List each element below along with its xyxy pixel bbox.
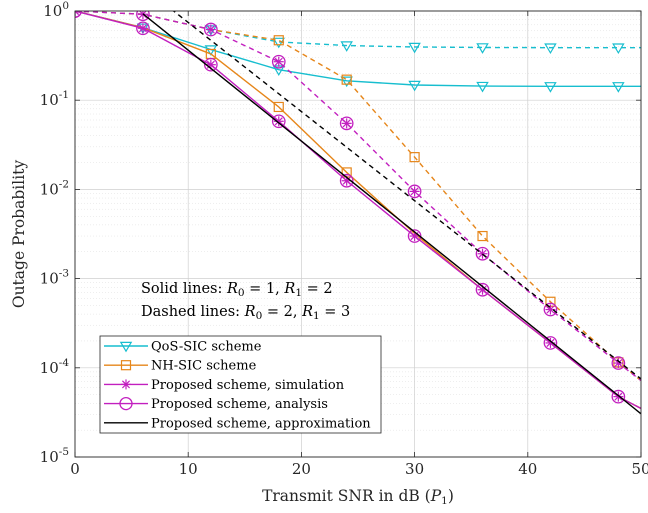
triangle-marker bbox=[340, 41, 353, 52]
circle-marker bbox=[339, 173, 354, 188]
triangle-marker bbox=[612, 82, 625, 93]
series-line bbox=[142, 13, 641, 415]
star-marker-stroke bbox=[478, 285, 487, 294]
triangle-marker bbox=[476, 43, 489, 54]
legend-entry: NH-SIC scheme bbox=[104, 359, 257, 374]
series-line bbox=[75, 11, 641, 382]
ticks: 0 10 20 30 40 50 10-5 10-4 10-3 10-2 10-1 100 bbox=[40, 0, 648, 478]
star-marker-stroke bbox=[121, 380, 131, 389]
star-marker-stroke bbox=[478, 249, 487, 258]
star-marker-stroke bbox=[138, 24, 147, 33]
circle-marker bbox=[543, 336, 558, 350]
y-tick-label: 10-4 bbox=[40, 357, 70, 377]
circle-marker bbox=[339, 116, 354, 131]
triangle-marker bbox=[272, 37, 286, 49]
y-tick-label: 10-2 bbox=[40, 178, 69, 198]
series-line bbox=[75, 11, 641, 410]
annotation-solid: Solid lines: R0 = 1, R1 = 2 bbox=[141, 281, 333, 299]
star-marker-stroke bbox=[614, 392, 623, 401]
series-proposed-scheme-analysis-dashed bbox=[75, 11, 641, 382]
legend-label: Proposed scheme, analysis bbox=[151, 397, 328, 412]
svg-text:Solid lines: R0 = 1, R1 = 2: Solid lines: R0 = 1, R1 = 2 bbox=[141, 281, 333, 299]
square-marker bbox=[120, 360, 132, 371]
circle-marker bbox=[119, 396, 133, 411]
series-proposed-scheme-approximation-solid bbox=[142, 13, 641, 415]
series-line bbox=[172, 11, 641, 380]
star-marker-stroke bbox=[342, 176, 351, 185]
series-proposed-scheme-simulation-solid bbox=[75, 11, 641, 410]
y-axis-label: Outage Probability bbox=[10, 160, 28, 309]
square-marker bbox=[409, 152, 420, 163]
plot-frame bbox=[74, 10, 642, 458]
y-tick-label: 10-5 bbox=[40, 446, 69, 466]
triangle-marker bbox=[408, 42, 421, 54]
square-marker bbox=[273, 101, 284, 113]
star-marker-stroke bbox=[614, 359, 623, 368]
triangle-marker bbox=[119, 341, 133, 353]
circle-marker bbox=[136, 21, 150, 36]
x-tick-label: 0 bbox=[70, 460, 80, 478]
circle-marker bbox=[407, 184, 422, 199]
triangle-marker bbox=[544, 82, 557, 93]
star-marker-stroke bbox=[410, 187, 419, 196]
triangle-marker bbox=[544, 43, 557, 55]
circle-marker bbox=[475, 282, 490, 297]
y-tick-label: 10-1 bbox=[40, 89, 69, 109]
circle-marker bbox=[611, 389, 626, 404]
circle-marker bbox=[271, 54, 286, 69]
star-marker-stroke bbox=[546, 338, 555, 347]
legend-entry: QoS-SIC scheme bbox=[104, 340, 262, 355]
triangle-marker bbox=[476, 81, 489, 93]
series-layer bbox=[75, 11, 641, 415]
series-line bbox=[75, 11, 641, 88]
star-marker-stroke bbox=[546, 305, 555, 314]
star-marker-stroke bbox=[206, 25, 215, 34]
star-marker-stroke bbox=[75, 11, 80, 16]
square-marker bbox=[273, 35, 284, 46]
y-tick-label: 10-3 bbox=[40, 268, 69, 288]
legend-label: Proposed scheme, approximation bbox=[151, 416, 371, 431]
circle-marker bbox=[203, 22, 218, 37]
svg-text:Dashed lines: R0 = 2, R1 = 3: Dashed lines: R0 = 2, R1 = 3 bbox=[141, 304, 350, 322]
y-tick-label: 100 bbox=[43, 0, 69, 20]
x-tick-label: 40 bbox=[518, 460, 537, 478]
circle-marker bbox=[407, 229, 422, 243]
triangle-marker bbox=[204, 45, 218, 56]
triangle-marker bbox=[408, 80, 421, 92]
annotation-dashed: Dashed lines: R0 = 2, R1 = 3 bbox=[141, 304, 350, 322]
legend-label: QoS-SIC scheme bbox=[151, 340, 262, 355]
x-tick-label: 50 bbox=[631, 460, 648, 478]
x-axis-label: Transmit SNR in dB (P1) bbox=[262, 487, 454, 507]
circle-marker bbox=[543, 302, 558, 317]
x-tick-label: 30 bbox=[405, 460, 424, 478]
square-marker bbox=[341, 74, 352, 85]
star-marker-stroke bbox=[274, 57, 283, 66]
legend-entry: Proposed scheme, approximation bbox=[104, 416, 371, 431]
circle-marker bbox=[611, 356, 626, 370]
star-marker-stroke bbox=[342, 119, 351, 128]
legend: QoS-SIC scheme NH-SIC scheme Proposed sche… bbox=[99, 335, 382, 434]
legend-entry: Proposed scheme, analysis bbox=[104, 396, 328, 412]
circle-marker bbox=[136, 11, 150, 22]
x-tick-label: 20 bbox=[292, 460, 311, 478]
circle-marker bbox=[475, 246, 490, 261]
legend-label: Proposed scheme, simulation bbox=[151, 378, 345, 393]
square-marker bbox=[477, 230, 488, 242]
legend-entry: Proposed scheme, simulation bbox=[104, 378, 345, 393]
circle-marker bbox=[203, 57, 218, 72]
star-marker-stroke bbox=[274, 117, 283, 126]
triangle-marker bbox=[612, 43, 625, 55]
legend-box bbox=[99, 335, 382, 434]
circle-marker bbox=[271, 114, 286, 129]
legend-label: NH-SIC scheme bbox=[151, 359, 257, 374]
series-proposed-scheme-approximation-dashed bbox=[172, 11, 641, 380]
x-tick-label: 10 bbox=[179, 460, 198, 478]
